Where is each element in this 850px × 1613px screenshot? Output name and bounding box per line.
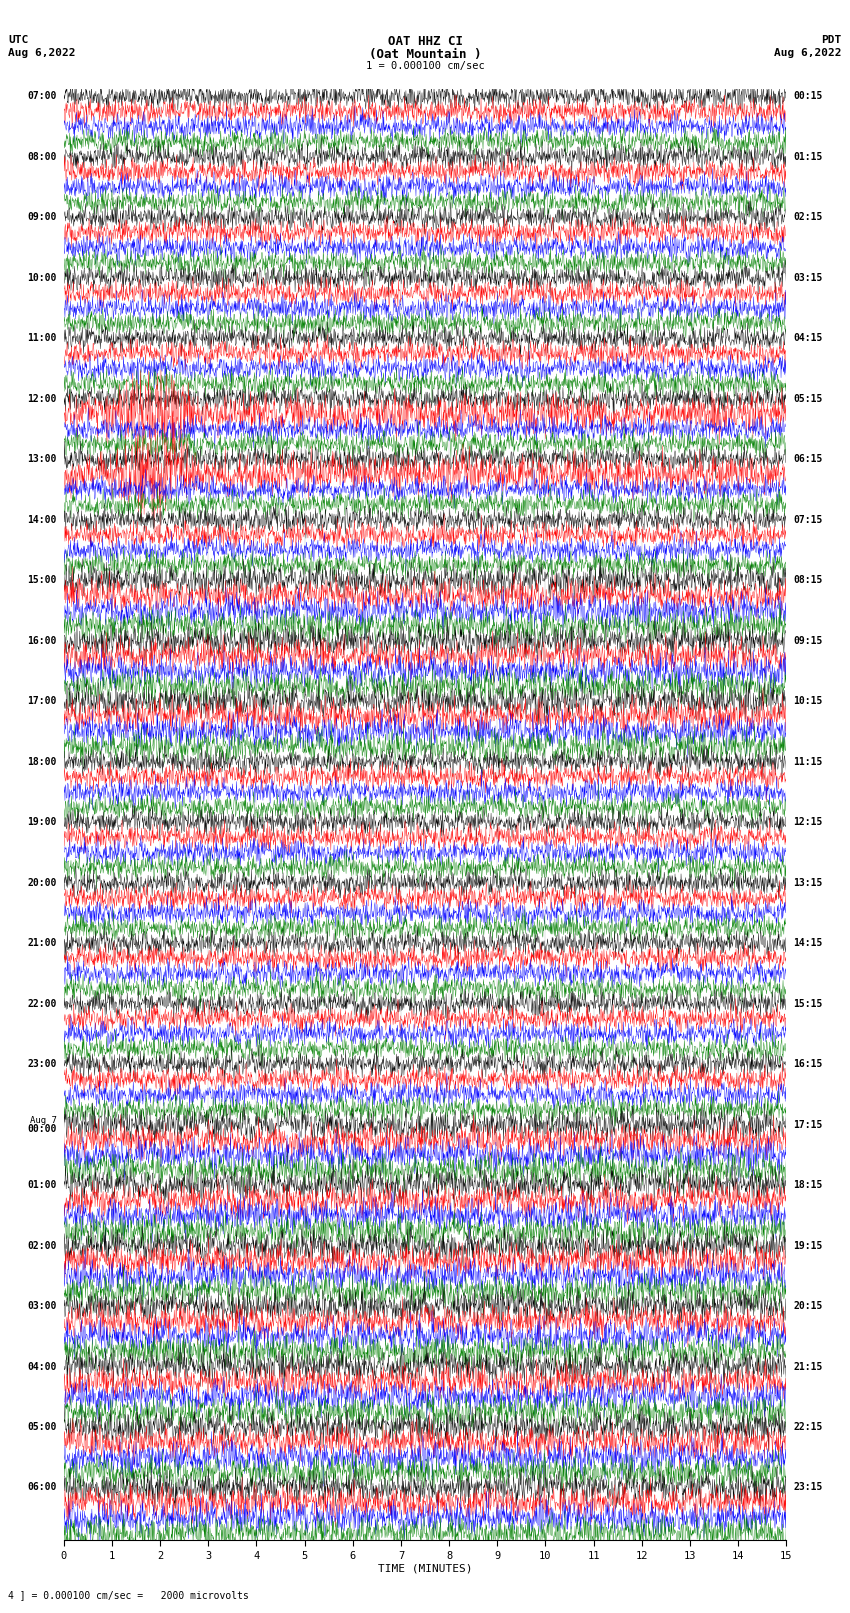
Text: 07:15: 07:15 <box>794 515 823 524</box>
Text: 16:15: 16:15 <box>794 1060 823 1069</box>
Text: 01:15: 01:15 <box>794 152 823 161</box>
Text: 01:00: 01:00 <box>27 1181 56 1190</box>
Text: 4 ] = 0.000100 cm/sec =   2000 microvolts: 4 ] = 0.000100 cm/sec = 2000 microvolts <box>8 1590 249 1600</box>
Text: 15:15: 15:15 <box>794 998 823 1008</box>
Text: 07:00: 07:00 <box>27 92 56 102</box>
Text: Aug 7: Aug 7 <box>30 1116 56 1124</box>
Text: 04:15: 04:15 <box>794 334 823 344</box>
Text: 20:15: 20:15 <box>794 1302 823 1311</box>
Text: 17:00: 17:00 <box>27 697 56 706</box>
Text: 13:15: 13:15 <box>794 877 823 887</box>
Text: OAT HHZ CI: OAT HHZ CI <box>388 35 462 48</box>
Text: 06:15: 06:15 <box>794 455 823 465</box>
Text: 11:00: 11:00 <box>27 334 56 344</box>
Text: 12:00: 12:00 <box>27 394 56 403</box>
Text: 10:00: 10:00 <box>27 273 56 282</box>
X-axis label: TIME (MINUTES): TIME (MINUTES) <box>377 1563 473 1574</box>
Text: 14:00: 14:00 <box>27 515 56 524</box>
Text: 19:00: 19:00 <box>27 818 56 827</box>
Text: 14:15: 14:15 <box>794 939 823 948</box>
Text: PDT: PDT <box>821 35 842 45</box>
Text: 06:00: 06:00 <box>27 1482 56 1492</box>
Text: 17:15: 17:15 <box>794 1119 823 1129</box>
Text: 02:00: 02:00 <box>27 1240 56 1250</box>
Text: 18:15: 18:15 <box>794 1181 823 1190</box>
Text: 23:15: 23:15 <box>794 1482 823 1492</box>
Text: 21:15: 21:15 <box>794 1361 823 1371</box>
Text: 08:00: 08:00 <box>27 152 56 161</box>
Text: 09:15: 09:15 <box>794 636 823 645</box>
Text: UTC: UTC <box>8 35 29 45</box>
Text: 00:15: 00:15 <box>794 92 823 102</box>
Text: 11:15: 11:15 <box>794 756 823 766</box>
Text: 1 = 0.000100 cm/sec: 1 = 0.000100 cm/sec <box>366 61 484 71</box>
Text: 22:15: 22:15 <box>794 1423 823 1432</box>
Text: (Oat Mountain ): (Oat Mountain ) <box>369 48 481 61</box>
Text: 03:15: 03:15 <box>794 273 823 282</box>
Text: 00:00: 00:00 <box>27 1124 56 1134</box>
Text: 18:00: 18:00 <box>27 756 56 766</box>
Text: 13:00: 13:00 <box>27 455 56 465</box>
Text: 20:00: 20:00 <box>27 877 56 887</box>
Text: 16:00: 16:00 <box>27 636 56 645</box>
Text: 08:15: 08:15 <box>794 576 823 586</box>
Text: 15:00: 15:00 <box>27 576 56 586</box>
Text: 19:15: 19:15 <box>794 1240 823 1250</box>
Text: 02:15: 02:15 <box>794 213 823 223</box>
Text: 03:00: 03:00 <box>27 1302 56 1311</box>
Text: 04:00: 04:00 <box>27 1361 56 1371</box>
Text: 05:00: 05:00 <box>27 1423 56 1432</box>
Text: 12:15: 12:15 <box>794 818 823 827</box>
Text: 10:15: 10:15 <box>794 697 823 706</box>
Text: Aug 6,2022: Aug 6,2022 <box>8 48 76 58</box>
Text: 05:15: 05:15 <box>794 394 823 403</box>
Text: 21:00: 21:00 <box>27 939 56 948</box>
Text: 22:00: 22:00 <box>27 998 56 1008</box>
Text: 23:00: 23:00 <box>27 1060 56 1069</box>
Text: 09:00: 09:00 <box>27 213 56 223</box>
Text: Aug 6,2022: Aug 6,2022 <box>774 48 842 58</box>
